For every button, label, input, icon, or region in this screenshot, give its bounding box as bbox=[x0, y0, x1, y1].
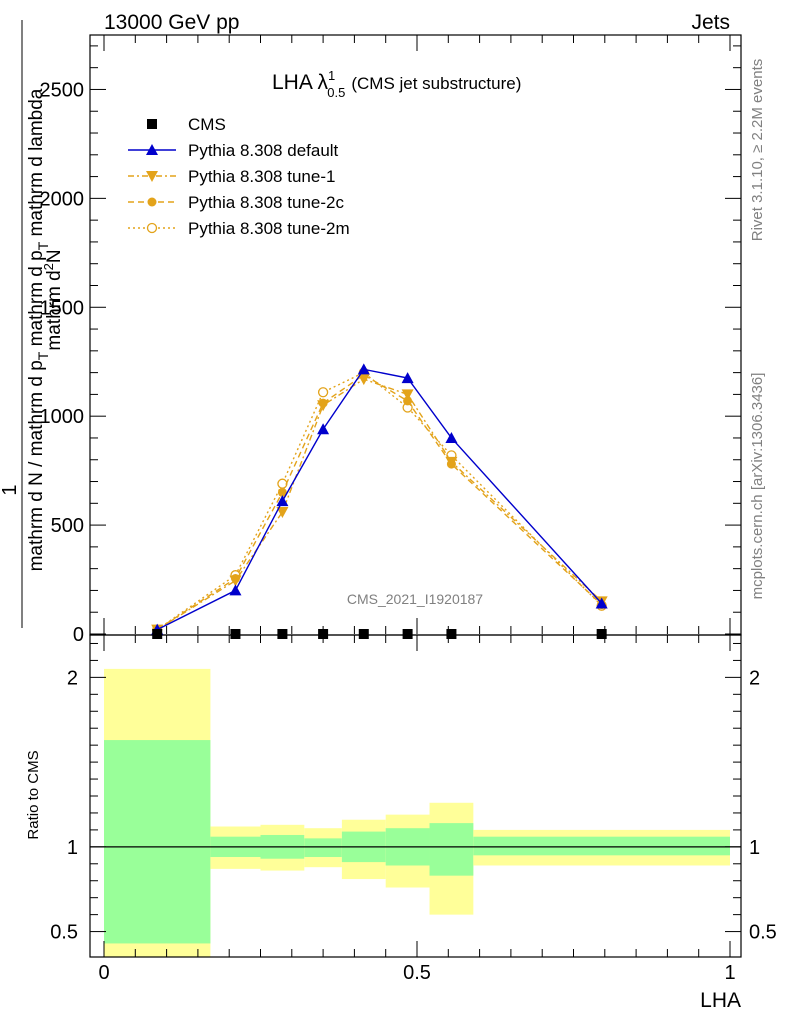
ratio-band-inner-0 bbox=[104, 740, 211, 944]
legend-marker-2 bbox=[146, 171, 158, 182]
series-0-point-7 bbox=[596, 629, 607, 639]
series-3-point-2 bbox=[277, 487, 287, 497]
series-1-point-1 bbox=[229, 584, 242, 596]
ratio-band-inner-3 bbox=[304, 838, 342, 858]
series-line-4 bbox=[156, 371, 603, 631]
legend-label-2: Pythia 8.308 tune-1 bbox=[188, 167, 335, 186]
series-1-point-2 bbox=[276, 495, 289, 507]
series-2-point-1 bbox=[229, 575, 242, 587]
series-1-point-3 bbox=[317, 423, 330, 435]
main-ylabel: 1 mathrm d N / mathrm d pT mathrm d pT m… bbox=[0, 20, 65, 628]
main-ylabel-text: mathrm d N / mathrm d pT mathrm d pT mat… bbox=[26, 88, 51, 571]
series-4-point-3 bbox=[317, 387, 329, 398]
mcplots-label: mcplots.cern.ch [arXiv:1306.3436] bbox=[749, 373, 766, 600]
ratio-bands bbox=[90, 668, 741, 957]
legend: CMS Pythia 8.308 default Pythia 8.308 tune… bbox=[128, 115, 350, 238]
series-0-point-3 bbox=[318, 629, 329, 639]
series-2-point-6 bbox=[445, 456, 458, 468]
series-1-point-7 bbox=[595, 597, 608, 609]
series-0-point-4 bbox=[358, 629, 369, 639]
main-ticks: 0 500 1000 1500 2000 2500 bbox=[40, 35, 741, 646]
svg-text:1: 1 bbox=[0, 484, 21, 495]
ratio-ytick-label-left-0: 0.5 bbox=[50, 922, 78, 944]
legend-marker-1 bbox=[146, 144, 158, 155]
series-2-point-4 bbox=[357, 374, 370, 386]
header-left: 13000 GeV pp bbox=[104, 11, 239, 34]
series-layer bbox=[151, 363, 608, 639]
legend-label-4: Pythia 8.308 tune-2m bbox=[188, 219, 350, 238]
ratio-band-inner-7 bbox=[473, 836, 730, 856]
main-ytick-label-0: 0 bbox=[73, 624, 84, 646]
svg-text:mathrm d2N: mathrm d2N bbox=[41, 249, 65, 350]
header-right: Jets bbox=[691, 11, 730, 34]
main-ytick-label-5: 2500 bbox=[40, 79, 85, 101]
series-2-point-3 bbox=[317, 400, 330, 412]
legend-marker-4 bbox=[146, 222, 158, 234]
ratio-ytick-label-right-1: 1 bbox=[749, 837, 760, 859]
watermark: CMS_2021_I1920187 bbox=[347, 591, 483, 607]
series-2-point-5 bbox=[401, 389, 414, 401]
series-0-point-1 bbox=[230, 629, 241, 639]
main-ytick-label-2: 1000 bbox=[40, 406, 85, 428]
series-1-point-5 bbox=[401, 372, 414, 384]
series-0-point-2 bbox=[277, 629, 288, 639]
ratio-ytick-label-right-2: 2 bbox=[749, 667, 760, 689]
x-tick-label-0: 0 bbox=[98, 962, 109, 984]
ratio-band-inner-6 bbox=[429, 823, 474, 876]
ratio-ytick-label-right-0: 0.5 bbox=[749, 922, 777, 944]
series-0-point-0 bbox=[152, 629, 163, 639]
legend-label-1: Pythia 8.308 default bbox=[188, 141, 339, 160]
series-3-point-5 bbox=[403, 396, 413, 406]
series-line-2 bbox=[156, 378, 603, 631]
x-tick-label-1: 0.5 bbox=[403, 962, 431, 984]
ratio-ytick-label-left-2: 2 bbox=[67, 667, 78, 689]
main-ytick-label-3: 1500 bbox=[40, 297, 85, 319]
series-1-point-4 bbox=[357, 363, 370, 375]
x-axis-title: LHA bbox=[700, 989, 741, 1012]
legend-label-3: Pythia 8.308 tune-2c bbox=[188, 193, 344, 212]
main-ytick-label-1: 500 bbox=[51, 515, 84, 537]
series-2-point-2 bbox=[276, 507, 289, 519]
ratio-ticks: 0.5 0.5 1 1 2 2 0 0.5 1 bbox=[50, 635, 777, 984]
series-4-point-2 bbox=[277, 478, 288, 489]
legend-marker-0 bbox=[147, 119, 157, 129]
series-line-1 bbox=[156, 368, 603, 631]
rivet-label: Rivet 3.1.10, ≥ 2.2M events bbox=[749, 59, 766, 242]
ratio-ylabel: Ratio to CMS bbox=[25, 750, 42, 839]
legend-label-0: CMS bbox=[188, 115, 226, 134]
series-line-3 bbox=[156, 373, 603, 631]
series-0-point-5 bbox=[402, 629, 413, 639]
plot-title: LHA λ1 0.5 (CMS jet substructure) bbox=[272, 68, 521, 100]
main-ytick-label-4: 2000 bbox=[40, 188, 85, 210]
series-1-point-6 bbox=[445, 431, 458, 443]
series-0-point-6 bbox=[446, 629, 457, 639]
ratio-ytick-label-left-1: 1 bbox=[67, 837, 78, 859]
legend-marker-3 bbox=[147, 197, 157, 207]
x-tick-label-2: 1 bbox=[724, 962, 735, 984]
